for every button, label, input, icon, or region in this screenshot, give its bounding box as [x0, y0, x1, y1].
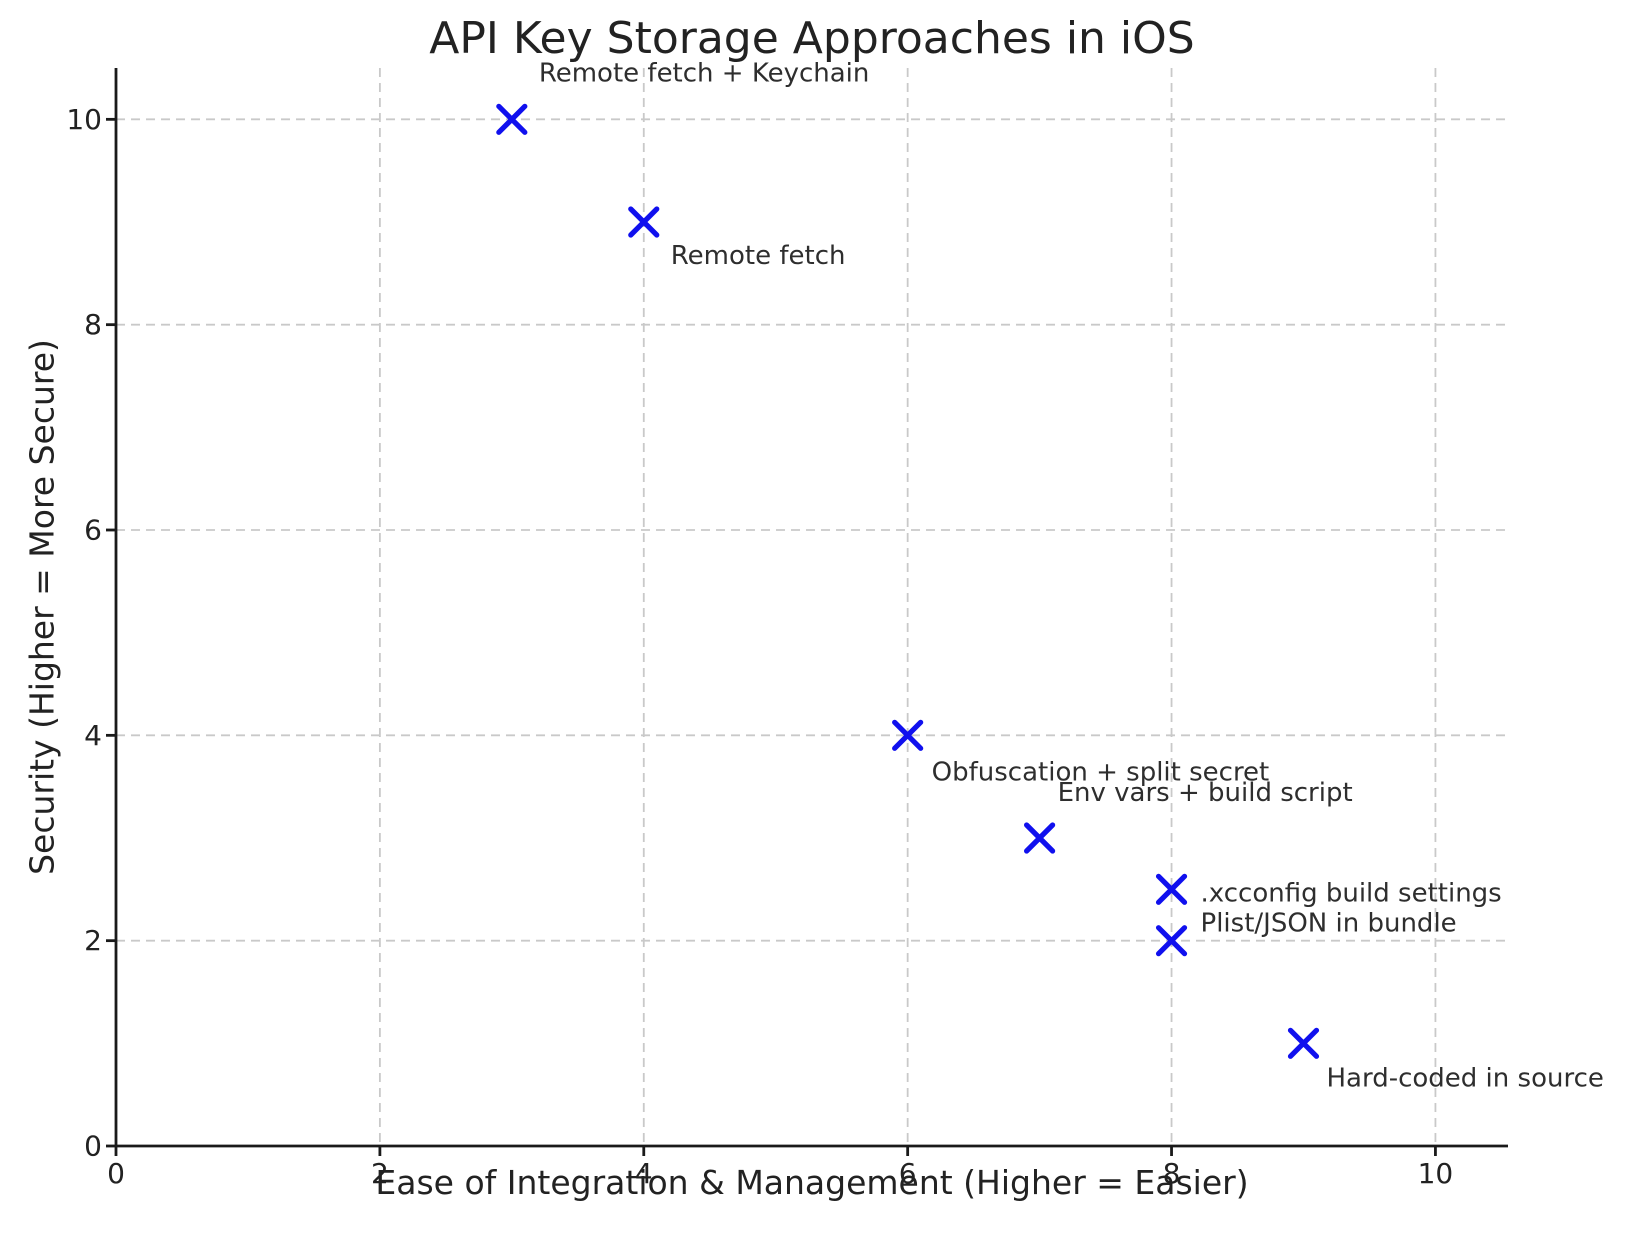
data-point-label: Env vars + build script	[1058, 778, 1353, 808]
y-tick-label: 10	[66, 103, 102, 136]
x-tick-label: 2	[371, 1157, 389, 1190]
x-tick-label: 10	[1418, 1157, 1454, 1190]
data-point-label: Hard-coded in source	[1326, 1063, 1603, 1093]
tick-labels: 0 2 4 6 8 10 0 2 4 6 8 10	[66, 103, 1453, 1190]
data-point-label: .xcconfig build settings	[1201, 878, 1502, 908]
y-axis-label: Security (Higher = More Secure)	[23, 339, 62, 875]
x-tick-label: 0	[107, 1157, 125, 1190]
data-point-label: Remote fetch + Keychain	[539, 58, 870, 88]
data-point	[1155, 925, 1188, 957]
y-tick-label: 6	[84, 514, 102, 547]
data-point	[1024, 822, 1056, 854]
data-points	[496, 103, 1320, 1059]
y-tick-label: 4	[84, 719, 102, 752]
x-tick-label: 6	[899, 1157, 917, 1190]
data-point	[1155, 873, 1188, 905]
axis-ticks	[106, 117, 1437, 1156]
x-axis-label: Ease of Integration & Management (Higher…	[375, 1163, 1248, 1202]
x-tick-label: 4	[635, 1157, 653, 1190]
y-tick-label: 8	[84, 308, 102, 341]
data-point	[892, 719, 924, 751]
data-point-label: Obfuscation + split secret	[932, 757, 1270, 787]
data-point-label: Remote fetch	[671, 241, 846, 271]
chart-title: API Key Storage Approaches in iOS	[429, 13, 1194, 64]
x-tick-label: 8	[1163, 1157, 1181, 1190]
data-point-labels: Remote fetch + Keychain Remote fetch Obfus…	[539, 58, 1604, 1093]
y-tick-label: 0	[84, 1130, 102, 1163]
data-point	[628, 206, 660, 238]
axis-spines	[114, 68, 1508, 1148]
data-point	[496, 103, 528, 135]
data-point	[1287, 1027, 1320, 1059]
gridlines	[115, 68, 1508, 1147]
data-point-label: Plist/JSON in bundle	[1201, 909, 1457, 939]
y-tick-label: 2	[84, 924, 102, 957]
